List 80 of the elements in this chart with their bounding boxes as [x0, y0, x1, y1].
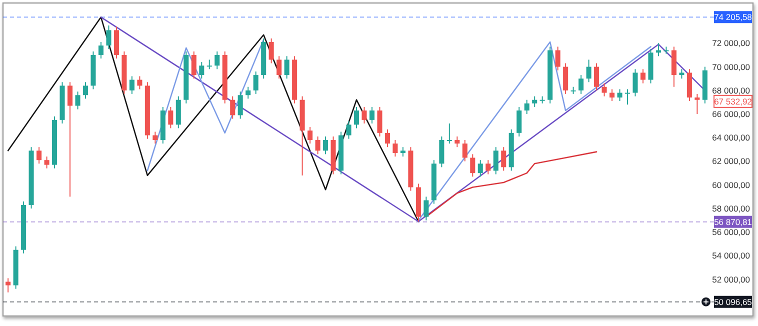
ref-line-label: 50 096,65: [714, 296, 752, 307]
candlestick: [44, 156, 50, 169]
candlestick: [191, 50, 196, 80]
candlestick: [462, 140, 468, 162]
candlestick: [308, 126, 313, 144]
candlestick: [246, 86, 251, 100]
y-tick-label: 54 000,00: [712, 250, 750, 261]
y-tick-label: 68 000,00: [712, 85, 750, 96]
ref-line-label: 74 205,58: [714, 12, 752, 22]
candlestick: [98, 41, 104, 60]
y-tick-label: 66 000,00: [712, 109, 750, 119]
candlestick: [594, 62, 600, 91]
candlestick: [377, 106, 382, 137]
candlestick: [563, 62, 568, 94]
text: 67 532,92: [714, 96, 752, 106]
candlestick: [578, 74, 584, 94]
candlestick: [323, 136, 328, 155]
candlestick: [106, 24, 112, 50]
candlestick: [400, 146, 406, 158]
candlestick: [354, 106, 360, 129]
y-tick-label: 56 000,00: [712, 227, 750, 238]
candlestick: [555, 46, 560, 71]
candlestick: [199, 62, 204, 80]
candlestick: [524, 99, 530, 115]
ref-line-label: 56 870,81: [714, 216, 752, 227]
candlestick: [230, 96, 236, 120]
y-tick-label: 58 000,00: [712, 203, 750, 214]
candlestick: [276, 56, 282, 80]
candlestick: [470, 154, 476, 178]
candlestick: [617, 88, 622, 102]
candlestick: [346, 120, 352, 140]
candlestick: [362, 106, 367, 124]
candlestick: [640, 68, 646, 84]
candlestick: [446, 122, 452, 144]
candlestick: [315, 136, 320, 155]
candlestick: [486, 160, 491, 175]
y-tick-label: 64 000,00: [712, 132, 750, 143]
candlestick: [129, 76, 134, 94]
candlestick: [137, 76, 142, 90]
candlestick: [424, 196, 429, 221]
candlestick: [624, 88, 630, 106]
candlestick: [268, 38, 274, 64]
y-tick-label: 60 000,00: [712, 180, 750, 190]
candlestick: [532, 96, 538, 108]
candlestick: [36, 146, 42, 164]
candlestick: [586, 59, 592, 83]
candlestick: [82, 82, 88, 100]
candlestick: [206, 59, 212, 70]
candlestick: [610, 88, 615, 102]
candlestick: [284, 56, 290, 80]
candlestick: [439, 136, 444, 168]
line-series: [146, 38, 264, 172]
candlestick: [478, 160, 483, 178]
line-series: [418, 41, 652, 221]
y-tick-label: 72 000,00: [712, 38, 750, 48]
candlestick: [6, 278, 11, 293]
candlestick: [67, 82, 73, 198]
candlestick: [656, 42, 661, 57]
candlestick: [392, 140, 398, 158]
candlestick: [168, 106, 174, 129]
candlestick: [238, 91, 243, 120]
candlestick: [632, 68, 638, 97]
candlestick: [454, 136, 460, 148]
candlestick: [516, 106, 522, 137]
candlestick: [369, 106, 375, 124]
candlestick: [501, 146, 506, 172]
candlestick: [75, 91, 80, 110]
y-tick-label: 62 000,00: [712, 156, 750, 166]
y-tick-label: 52 000,00: [712, 274, 750, 284]
candlestick: [214, 50, 220, 70]
candlestick: [253, 71, 258, 94]
candlestick: [664, 46, 669, 54]
y-tick-label: 70 000,00: [712, 62, 750, 72]
candlestick: [493, 146, 498, 175]
line-series: [7, 16, 420, 222]
candlestick: [602, 82, 607, 97]
candlestick: [694, 93, 700, 115]
candlestick: [384, 128, 390, 148]
candlestick: [679, 68, 684, 80]
candlestick: [152, 131, 158, 144]
